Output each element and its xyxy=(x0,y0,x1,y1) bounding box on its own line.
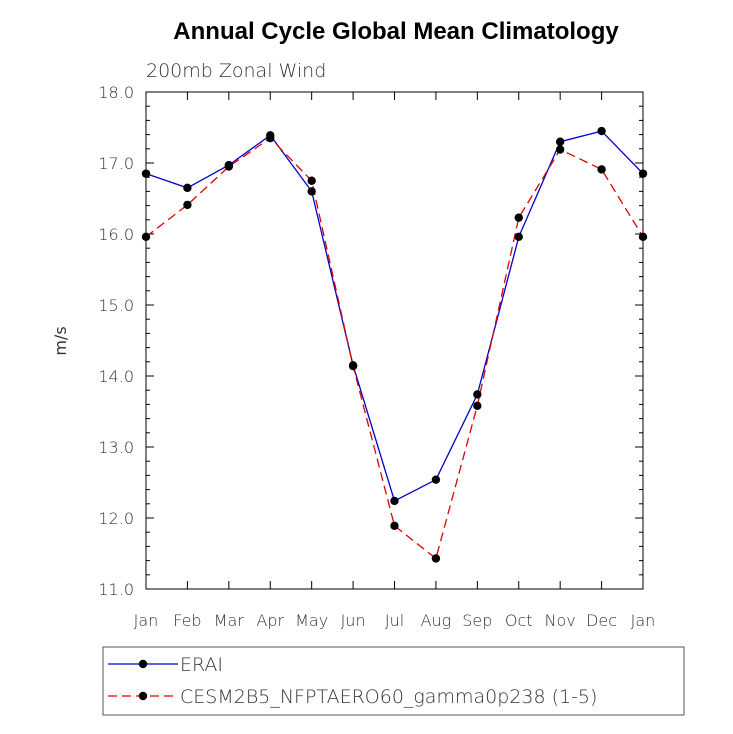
data-point-series-0 xyxy=(183,183,192,193)
x-tick-label: Jan xyxy=(631,611,656,630)
legend-marker-1 xyxy=(138,691,148,701)
legend: ERAI CESM2B5_NFPTAERO60_gamma0p238 (1-5) xyxy=(102,646,685,716)
data-point-series-0 xyxy=(307,187,316,196)
data-point-series-1 xyxy=(390,521,399,531)
y-tick-label: 12.0 xyxy=(98,509,134,528)
x-tick-label: Nov xyxy=(545,611,576,630)
y-tick-label: 16.0 xyxy=(98,225,134,244)
x-tick-label: May xyxy=(295,611,328,630)
y-tick-label: 11.0 xyxy=(98,580,134,599)
series-line-0 xyxy=(145,130,644,502)
data-point-series-0 xyxy=(473,390,482,399)
x-tick-label: Oct xyxy=(505,611,533,630)
x-tick-label: Apr xyxy=(256,611,284,630)
y-tick-label: 13.0 xyxy=(98,438,134,457)
legend-box xyxy=(102,646,685,716)
data-point-series-1 xyxy=(555,145,565,154)
y-axis-label: m/s xyxy=(51,326,70,355)
data-point-series-0 xyxy=(390,496,399,506)
y-tick-label: 14.0 xyxy=(98,367,134,386)
x-tick-label: Sep xyxy=(462,611,492,630)
data-point-series-1 xyxy=(307,176,316,185)
data-point-series-0 xyxy=(555,137,565,146)
y-tick-label: 17.0 xyxy=(98,154,134,173)
data-point-series-1 xyxy=(224,162,234,171)
x-tick-label: Dec xyxy=(586,611,617,630)
data-point-series-1 xyxy=(348,361,358,371)
x-tick-label: Mar xyxy=(214,611,245,630)
x-tick-label: Jan xyxy=(134,611,159,630)
chart-subtitle: 200mb Zonal Wind xyxy=(146,60,326,82)
axes: 11.0 12.0 13.0 14.0 15.0 16.0 17.0 18.0 Jan Feb Ma… xyxy=(98,83,655,630)
x-tick-label: Feb xyxy=(173,611,201,630)
legend-marker-0 xyxy=(138,659,148,669)
series-line-1 xyxy=(145,137,644,560)
data-point-series-1 xyxy=(183,200,192,210)
plot-frame xyxy=(145,91,644,590)
data-point-series-0 xyxy=(597,126,606,136)
legend-label-0: ERAI xyxy=(180,654,223,676)
y-tick-label: 15.0 xyxy=(98,296,134,315)
data-point-series-1 xyxy=(266,133,275,143)
x-tick-label: Jun xyxy=(341,611,366,630)
chart-title: Annual Cycle Global Mean Climatology xyxy=(173,18,619,45)
data-point-series-0 xyxy=(431,475,441,484)
data-point-series-1 xyxy=(597,165,606,174)
series-layer xyxy=(141,126,648,563)
data-point-series-1 xyxy=(431,554,441,563)
x-tick-label: Aug xyxy=(421,611,452,630)
y-tick-label: 18.0 xyxy=(98,83,134,102)
data-point-series-0 xyxy=(514,232,523,242)
x-tick-label: Jul xyxy=(385,611,404,630)
data-point-series-1 xyxy=(473,401,482,411)
legend-label-1: CESM2B5_NFPTAERO60_gamma0p238 (1-5) xyxy=(180,686,597,708)
data-point-series-1 xyxy=(514,213,523,222)
